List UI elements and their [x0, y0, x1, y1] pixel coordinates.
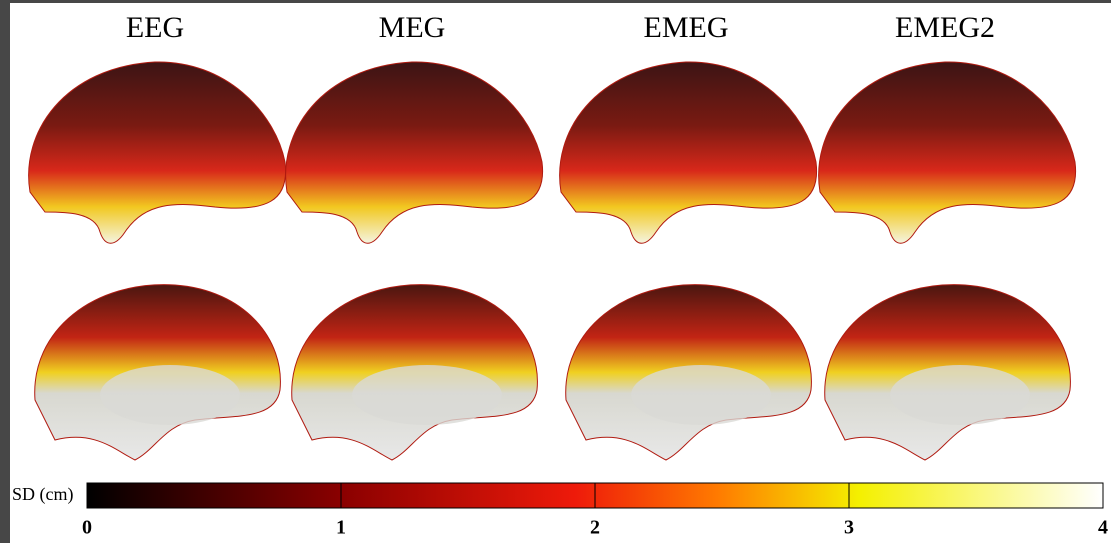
lateral-view [285, 61, 544, 244]
brain-views [28, 61, 1077, 461]
lateral-view [28, 61, 287, 244]
brain-surface [818, 61, 1077, 244]
tick-label: 0 [82, 517, 92, 539]
lateral-view [559, 61, 818, 244]
tick-label: 1 [336, 517, 346, 539]
column-title: MEG [379, 11, 446, 44]
column-title: EMEG [644, 11, 729, 44]
tick-label: 4 [1098, 517, 1108, 539]
medial-wall [890, 365, 1030, 425]
tick-label: 3 [844, 517, 854, 539]
brain-surface [28, 61, 287, 244]
medial-wall [100, 365, 240, 425]
tick-label: 2 [590, 517, 600, 539]
medial-view [291, 284, 538, 461]
medial-view [565, 284, 812, 461]
column-title: EEG [126, 11, 184, 44]
colorbar-label: SD (cm) [12, 484, 74, 505]
medial-view [34, 284, 281, 461]
brain-surface [559, 61, 818, 244]
medial-wall [352, 365, 502, 425]
brain-surface [285, 61, 544, 244]
medial-view [824, 284, 1071, 461]
column-title: EMEG2 [895, 11, 995, 44]
medial-wall [631, 365, 771, 425]
lateral-view [818, 61, 1077, 244]
